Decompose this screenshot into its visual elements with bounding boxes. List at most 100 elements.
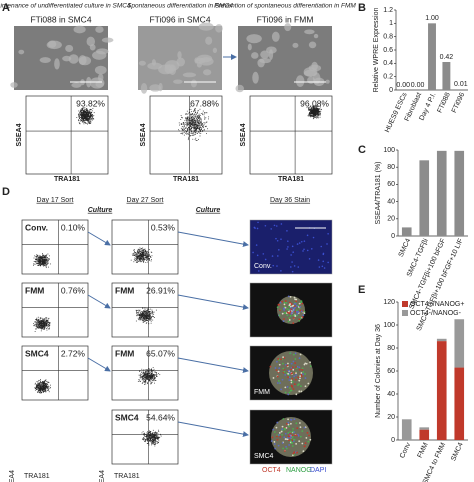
- flow-dot: [191, 121, 193, 123]
- flow-dot: [145, 311, 147, 313]
- flow-dot: [39, 262, 41, 264]
- flow-dot: [147, 435, 148, 437]
- flow-dot: [195, 123, 197, 125]
- flow-dot: [83, 117, 85, 119]
- flow-dot: [181, 126, 183, 127]
- flow-dot: [34, 383, 36, 385]
- flow-dot: [43, 391, 44, 393]
- flow-dot: [145, 318, 146, 319]
- flow-dot: [145, 315, 147, 317]
- flow-dot: [37, 391, 39, 393]
- nucleus: [280, 223, 283, 225]
- flow-dot: [191, 132, 193, 134]
- flow-dot: [310, 109, 312, 111]
- bar-segment: [454, 319, 465, 368]
- flow-dot: [148, 323, 150, 325]
- flow-dot: [153, 436, 155, 438]
- cell-stain: [290, 384, 293, 387]
- flow-dot: [319, 113, 321, 115]
- flow-dot: [152, 436, 154, 438]
- flow-dot: [83, 111, 85, 113]
- flow-dot: [152, 434, 154, 436]
- flow-dot: [147, 255, 149, 257]
- flow-dot: [48, 323, 50, 324]
- cell-stain: [301, 316, 304, 318]
- flow-dot: [316, 108, 318, 110]
- flow-dot: [141, 252, 142, 254]
- flow-dot: [180, 123, 182, 125]
- nucleus: [310, 248, 313, 250]
- flow-dot: [153, 432, 155, 434]
- flow-dot: [143, 309, 145, 311]
- flow-dot: [39, 260, 40, 262]
- cell-stain: [298, 440, 301, 443]
- flow-dot: [143, 316, 145, 317]
- flow-dot: [88, 116, 89, 118]
- flow-dot: [137, 258, 138, 259]
- flow-dot: [313, 116, 315, 117]
- flow-dot: [154, 441, 156, 442]
- y-tick-label: 20: [387, 414, 395, 421]
- flow-dot: [145, 320, 147, 322]
- flow-dot: [44, 263, 45, 264]
- cell-stain: [293, 375, 296, 378]
- nucleus: [286, 248, 288, 250]
- stain-label: Conv.: [254, 263, 272, 270]
- cell-stain: [292, 353, 295, 356]
- flow-dot: [144, 377, 145, 379]
- flow-dot: [45, 323, 47, 325]
- flow-dot: [141, 438, 143, 440]
- flow-dot: [155, 375, 157, 377]
- arrow: [87, 231, 111, 246]
- flow-dot: [40, 263, 41, 264]
- flow-dot: [136, 260, 138, 262]
- flow-dot: [309, 114, 310, 116]
- cell-stain: [285, 302, 288, 304]
- nucleus: [300, 240, 303, 243]
- flow-dot: [146, 311, 148, 312]
- flow-dot: [140, 260, 141, 261]
- flow-dot: [136, 256, 138, 257]
- flow-dot: [144, 374, 145, 376]
- cell-line: FTi088 in SMC4: [30, 14, 91, 24]
- flow-dot: [183, 127, 185, 129]
- flow-dot: [83, 115, 85, 117]
- flow-dot: [149, 320, 151, 321]
- flow-dot: [143, 374, 145, 376]
- flow-dot: [44, 389, 46, 391]
- flow-dot: [157, 437, 158, 439]
- flow-dot: [148, 249, 150, 250]
- flow-dot: [184, 120, 186, 122]
- flow-dot: [195, 116, 196, 118]
- sample-label: Conv.: [25, 222, 48, 232]
- flow-dot: [195, 137, 197, 139]
- flow-dot: [150, 320, 152, 322]
- flow-dot: [138, 256, 140, 258]
- flow-dot: [84, 121, 86, 123]
- flow-dot: [137, 317, 139, 319]
- flow-dot: [195, 124, 196, 125]
- flow-dot: [146, 309, 148, 311]
- flow-dot: [140, 314, 142, 316]
- flow-dot: [143, 438, 144, 440]
- flow-dot: [180, 127, 182, 129]
- flow-dot: [312, 111, 314, 113]
- flow-dot: [84, 108, 86, 110]
- flow-dot: [198, 113, 200, 115]
- flow-dot: [155, 437, 157, 439]
- flow-dot: [141, 258, 142, 260]
- flow-dot: [39, 324, 40, 326]
- flow-dot: [41, 382, 43, 384]
- flow-dot: [134, 254, 136, 256]
- flow-dot: [146, 372, 148, 374]
- flow-dot: [153, 442, 155, 444]
- flow-dot: [138, 316, 140, 318]
- flow-dot: [139, 314, 141, 315]
- flow-dot: [138, 258, 140, 259]
- flow-dot: [150, 376, 152, 378]
- nucleus: [273, 224, 276, 227]
- flow-dot: [320, 108, 322, 110]
- flow-dot: [200, 129, 202, 130]
- flow-dot: [198, 117, 199, 119]
- flow-dot: [188, 132, 189, 134]
